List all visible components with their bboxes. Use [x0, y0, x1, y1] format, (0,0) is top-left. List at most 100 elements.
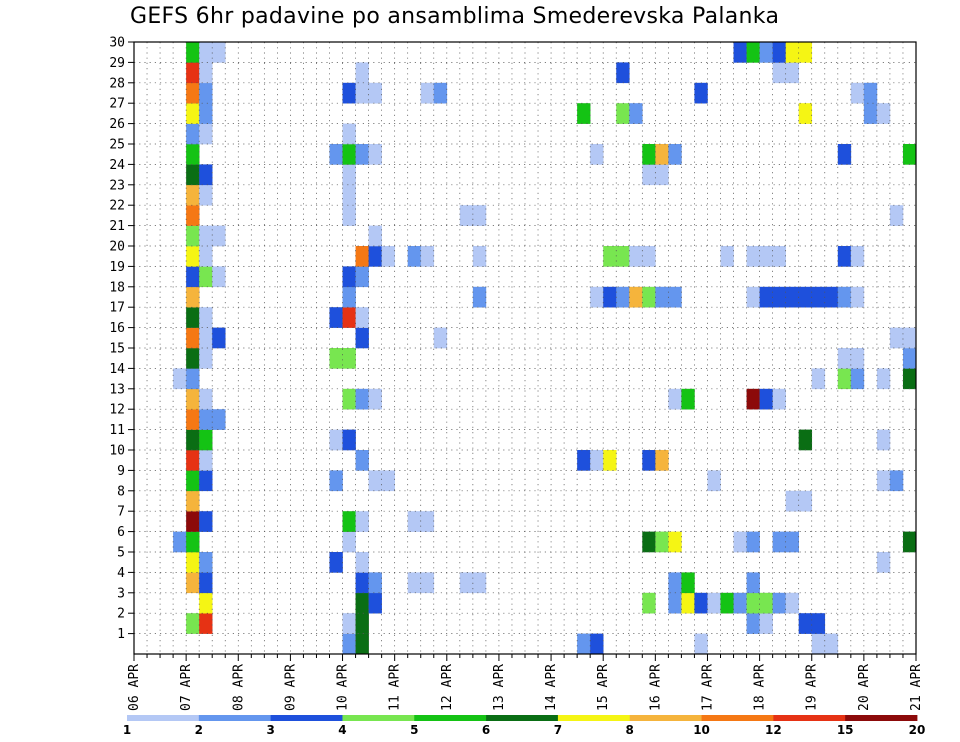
heatmap-cell	[785, 42, 813, 63]
legend-color-swatch	[486, 715, 559, 721]
heatmap-cell	[733, 531, 747, 553]
heatmap-cell	[472, 246, 487, 267]
heatmap-cell	[746, 592, 773, 614]
heatmap-cell	[186, 429, 200, 451]
heatmap-cell	[420, 246, 435, 267]
legend-label: 4	[338, 723, 346, 737]
heatmap-cell	[186, 246, 200, 267]
heatmap-cell	[355, 572, 369, 594]
heatmap-cell	[355, 82, 382, 104]
heatmap-cell	[342, 613, 356, 634]
heatmap-cell	[746, 286, 760, 308]
heatmap-cell	[368, 144, 382, 165]
heatmap-cell	[199, 42, 226, 63]
y-tick-label: 28	[109, 76, 125, 91]
legend-color-swatch	[557, 715, 631, 721]
heatmap-cell	[629, 286, 643, 308]
heatmap-cell	[733, 592, 747, 614]
heatmap-cell	[199, 82, 213, 104]
heatmap-cell	[850, 368, 865, 390]
legend-label: 10	[693, 723, 710, 737]
heatmap-cell	[355, 633, 369, 655]
y-tick-label: 22	[109, 199, 125, 214]
legend-color-swatch	[127, 715, 200, 721]
heatmap-cell	[199, 266, 213, 288]
heatmap-cell	[199, 429, 213, 451]
heatmap-cell	[798, 429, 813, 451]
y-tick-label: 23	[109, 178, 125, 193]
heatmap-cell	[590, 450, 604, 471]
heatmap-cell	[342, 123, 356, 145]
y-tick-label: 7	[117, 505, 125, 520]
heatmap-cell	[785, 490, 813, 512]
heatmap-cell	[681, 572, 695, 594]
heatmap-cell	[655, 144, 669, 165]
heatmap-cell	[746, 572, 760, 594]
heatmap-cell	[342, 266, 356, 288]
heatmap-cell	[772, 62, 799, 84]
heatmap-cell	[199, 592, 213, 614]
heatmap-cell	[642, 531, 656, 553]
y-tick-label: 25	[109, 138, 125, 153]
heatmap-cell	[199, 409, 226, 430]
heatmap-cell	[186, 205, 200, 226]
heatmap-cell	[798, 103, 813, 124]
y-tick-label: 8	[117, 484, 125, 499]
heatmap-cell	[199, 103, 213, 124]
y-tick-label: 21	[109, 219, 125, 234]
heatmap-cell	[186, 388, 200, 410]
x-tick-label: 18 APR	[753, 664, 768, 711]
heatmap-cell	[186, 225, 200, 247]
legend-color-swatch	[270, 715, 343, 721]
heatmap-cell	[199, 511, 213, 532]
heatmap-cell	[186, 327, 200, 349]
x-tick-label: 12 APR	[440, 664, 455, 711]
y-tick-label: 18	[109, 280, 125, 295]
color-legend: 1 2 3 4 5 6 7 8 10 12 15 20	[123, 715, 925, 737]
heatmap-cell	[837, 348, 865, 369]
heatmap-cell	[720, 592, 734, 614]
heatmap-cell	[590, 144, 604, 165]
y-tick-label: 11	[109, 423, 125, 438]
heatmap-cell	[199, 348, 213, 369]
x-tick-label: 14 APR	[544, 664, 559, 711]
heatmap-cell	[902, 368, 917, 390]
heatmap-cell	[889, 205, 904, 226]
heatmap-cell	[342, 205, 356, 226]
heatmap-cell	[616, 62, 630, 84]
heatmap-cell	[368, 572, 382, 594]
heatmap-cell	[186, 62, 200, 84]
chart-title: GEFS 6hr padavine po ansamblima Smederev…	[130, 4, 780, 29]
heatmap-cell	[811, 368, 826, 390]
heatmap-cell	[186, 307, 200, 328]
heatmap-cell	[186, 42, 200, 63]
y-tick-label: 1	[117, 627, 125, 642]
heatmap-cell	[186, 470, 200, 492]
heatmap-cell	[837, 246, 852, 267]
legend-color-swatch	[773, 715, 846, 721]
heatmap-cell	[694, 82, 708, 104]
x-tick-label: 13 APR	[492, 664, 507, 711]
y-tick-label: 17	[109, 301, 125, 316]
heatmap-cell	[616, 103, 630, 124]
heatmap-cell	[811, 633, 839, 655]
heatmap-cell	[186, 552, 200, 573]
x-tick-label: 06 APR	[127, 664, 142, 711]
heatmap-cell	[342, 633, 356, 655]
heatmap-cell	[186, 266, 200, 288]
heatmap-cell	[186, 144, 200, 165]
heatmap-cell	[199, 123, 213, 145]
heatmap-cell	[355, 266, 369, 288]
heatmap-cell	[355, 613, 369, 634]
heatmap-cell	[199, 62, 213, 84]
heatmap-cell	[186, 368, 200, 390]
heatmap-cell	[407, 572, 435, 594]
heatmap-cell	[186, 164, 200, 186]
heatmap-cell	[186, 613, 200, 634]
heatmap-cell	[355, 552, 369, 573]
grid-lines	[134, 41, 916, 654]
y-tick-label: 6	[117, 525, 125, 540]
y-tick-label: 30	[109, 36, 125, 51]
heatmap-cell	[342, 429, 356, 451]
heatmap-cell	[668, 144, 682, 165]
